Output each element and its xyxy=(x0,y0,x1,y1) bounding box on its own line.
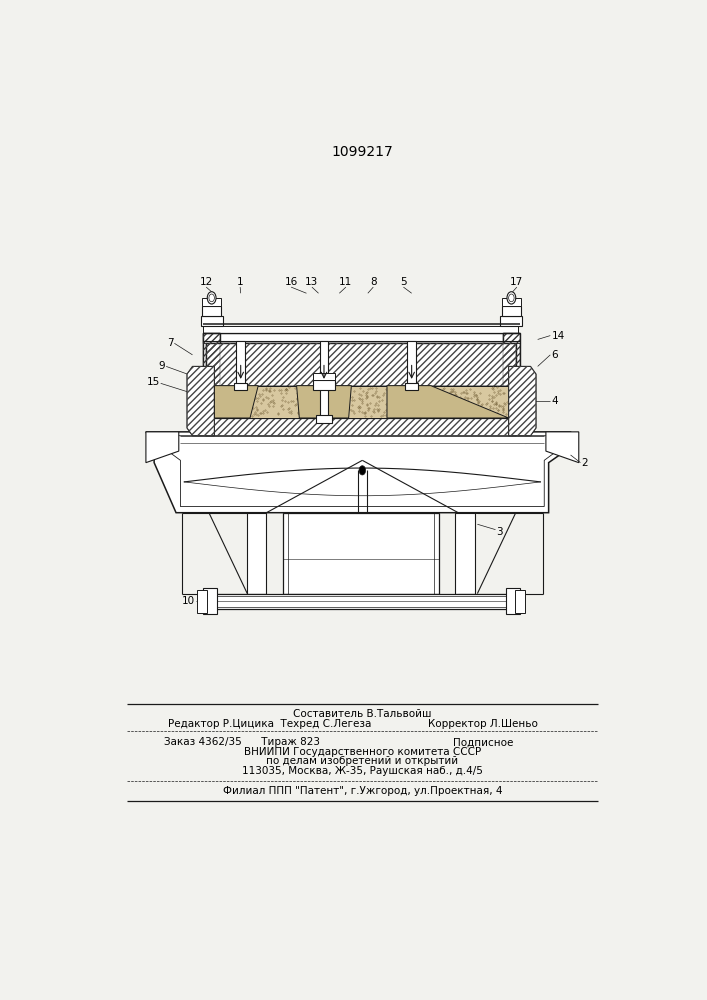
Bar xyxy=(206,405,515,436)
Text: 11: 11 xyxy=(339,277,353,287)
Text: Заказ 4362/35      Тираж 823: Заказ 4362/35 Тираж 823 xyxy=(164,737,320,747)
Bar xyxy=(502,298,520,306)
Text: 17: 17 xyxy=(510,277,523,287)
Bar xyxy=(216,596,508,607)
Text: 9: 9 xyxy=(158,361,165,371)
Polygon shape xyxy=(508,366,536,436)
Bar xyxy=(313,380,335,389)
Bar xyxy=(407,341,416,386)
Bar xyxy=(204,333,220,413)
Text: Составитель В.Тальвойш: Составитель В.Тальвойш xyxy=(293,709,431,719)
Bar xyxy=(455,513,474,594)
Text: по делам изобретений и открытий: по делам изобретений и открытий xyxy=(267,756,458,766)
Text: 14: 14 xyxy=(551,331,565,341)
Text: Редактор Р.Цицика  Техред С.Легеза: Редактор Р.Цицика Техред С.Легеза xyxy=(168,719,371,729)
Bar xyxy=(234,383,247,389)
Bar xyxy=(206,343,515,386)
Text: 10: 10 xyxy=(182,596,195,606)
Bar xyxy=(515,590,525,613)
Polygon shape xyxy=(187,366,214,436)
Bar xyxy=(506,588,520,614)
Bar xyxy=(202,298,221,306)
Circle shape xyxy=(508,294,514,302)
Circle shape xyxy=(209,294,214,302)
Bar xyxy=(501,316,522,326)
Text: 16: 16 xyxy=(284,277,298,287)
Text: 8: 8 xyxy=(370,277,377,287)
Text: 113035, Москва, Ж-35, Раушская наб., д.4/5: 113035, Москва, Ж-35, Раушская наб., д.4… xyxy=(242,766,483,776)
Bar xyxy=(206,405,515,436)
Bar xyxy=(201,316,223,326)
Polygon shape xyxy=(146,432,571,513)
Bar xyxy=(204,588,217,614)
Circle shape xyxy=(359,466,366,475)
Bar xyxy=(206,343,515,386)
Bar xyxy=(283,513,439,594)
Text: ВНИИПИ Государственного комитета СССР: ВНИИПИ Государственного комитета СССР xyxy=(244,747,481,757)
Bar xyxy=(204,326,518,333)
Text: 1: 1 xyxy=(237,277,243,287)
Text: 15: 15 xyxy=(146,377,160,387)
Text: 3: 3 xyxy=(496,527,503,537)
Text: Филиал ППП "Патент", г.Ужгород, ул.Проектная, 4: Филиал ППП "Патент", г.Ужгород, ул.Проек… xyxy=(223,786,502,796)
Text: 6: 6 xyxy=(551,350,558,360)
Text: 7: 7 xyxy=(167,338,173,348)
Text: 2: 2 xyxy=(582,458,588,468)
Bar xyxy=(197,590,206,613)
Bar xyxy=(214,386,508,418)
Bar xyxy=(247,513,267,594)
Text: 1099217: 1099217 xyxy=(332,145,393,159)
Polygon shape xyxy=(546,432,579,463)
Circle shape xyxy=(507,292,516,304)
Bar xyxy=(316,415,332,423)
Bar xyxy=(204,333,220,413)
Text: 4: 4 xyxy=(551,396,558,406)
Text: 12: 12 xyxy=(199,277,213,287)
Polygon shape xyxy=(214,386,258,418)
Bar xyxy=(204,333,518,343)
Bar xyxy=(320,341,328,418)
Bar xyxy=(313,373,335,380)
Polygon shape xyxy=(146,432,179,463)
Circle shape xyxy=(207,292,216,304)
Bar xyxy=(202,306,221,316)
Bar xyxy=(405,383,419,389)
Bar xyxy=(503,333,520,413)
Text: 5: 5 xyxy=(400,277,407,287)
Text: Корректор Л.Шеньо: Корректор Л.Шеньо xyxy=(428,719,538,729)
Bar xyxy=(236,341,245,386)
Bar xyxy=(502,306,520,316)
Bar xyxy=(503,333,520,413)
Polygon shape xyxy=(160,436,565,507)
Text: Подписное: Подписное xyxy=(452,737,513,747)
Polygon shape xyxy=(297,386,351,418)
Text: 13: 13 xyxy=(305,277,319,287)
Bar xyxy=(211,594,513,609)
Polygon shape xyxy=(387,386,508,418)
